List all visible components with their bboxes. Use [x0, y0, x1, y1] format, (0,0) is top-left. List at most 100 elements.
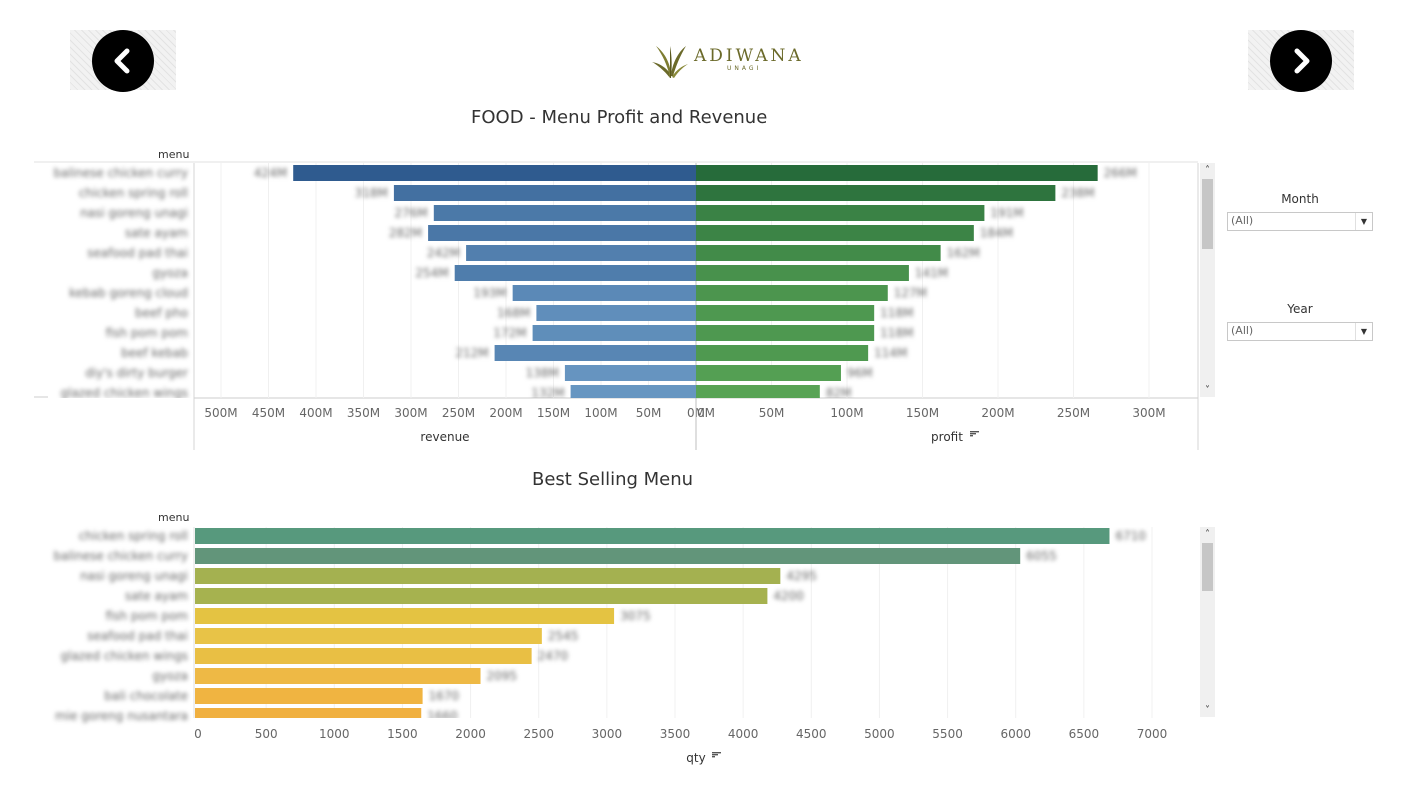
profit-bar[interactable]: [696, 345, 869, 361]
profit-bar[interactable]: [696, 285, 888, 301]
profit-bar[interactable]: [696, 385, 820, 401]
next-nav-area: [1248, 30, 1354, 92]
profit-bar[interactable]: [696, 245, 941, 261]
chart2-scroll-up-icon[interactable]: ˄: [1205, 528, 1210, 540]
qty-bar[interactable]: [195, 708, 422, 724]
revenue-bar[interactable]: [293, 165, 696, 181]
qty-data-label: 6055: [1026, 549, 1057, 563]
revenue-bar[interactable]: [428, 225, 696, 241]
revenue-tick-label: 400M: [299, 406, 332, 420]
profit-bar[interactable]: [696, 205, 985, 221]
profit-data-label: 82M: [826, 386, 852, 400]
profit-data-label: 162M: [947, 246, 980, 260]
qty-bar[interactable]: [195, 608, 615, 624]
qty-sort-icon: [712, 756, 715, 758]
prev-button[interactable]: [92, 30, 154, 92]
chart2-scrollbar[interactable]: ˄ ˅: [1200, 527, 1215, 717]
qty-tick-label: 2500: [523, 727, 554, 741]
revenue-data-label: 242M: [427, 246, 460, 260]
chart1-bars: balinese chicken curry 424M 266M chicken sp…: [54, 165, 1137, 401]
menu-row-label: chicken spring roll: [79, 529, 188, 543]
revenue-tick-label: 150M: [537, 406, 570, 420]
revenue-bar[interactable]: [433, 205, 696, 221]
qty-data-label: 2095: [487, 669, 518, 683]
menu-row-label: sate ayam: [125, 589, 188, 603]
profit-bar[interactable]: [696, 325, 875, 341]
qty-tick-label: 500: [255, 727, 278, 741]
menu-row-label: glazed chicken wings: [61, 649, 189, 663]
month-filter-label: Month: [1281, 192, 1319, 206]
qty-bar[interactable]: [195, 548, 1021, 564]
menu-row-label: nasi goreng unagi: [80, 569, 188, 583]
profit-bar[interactable]: [696, 365, 841, 381]
revenue-bar[interactable]: [466, 245, 696, 261]
qty-data-label: 4200: [773, 589, 804, 603]
menu-row-label: fish pom pom: [106, 326, 188, 340]
year-filter-value: (All): [1231, 324, 1254, 337]
revenue-data-label: 424M: [254, 166, 287, 180]
profit-data-label: 238M: [1061, 186, 1094, 200]
qty-bar[interactable]: [195, 688, 423, 704]
chart2-title: Best Selling Menu: [532, 469, 694, 490]
qty-data-label: 2470: [538, 649, 569, 663]
revenue-data-label: 138M: [526, 366, 559, 380]
next-button[interactable]: [1270, 30, 1332, 92]
chart1-scroll-down-icon[interactable]: ˅: [1205, 384, 1210, 396]
profit-bar[interactable]: [696, 185, 1056, 201]
qty-tick-label: 2000: [455, 727, 486, 741]
chart2-bars: 6710 6055 4295 4200 3075 2545 2470 2095 1670 1660: [195, 528, 1146, 724]
chart2-scroll-down-icon[interactable]: ˅: [1205, 704, 1210, 716]
qty-bar[interactable]: [195, 648, 532, 664]
profit-bar[interactable]: [696, 305, 875, 321]
month-filter-dropdown[interactable]: (All) ▼: [1227, 212, 1373, 231]
chart2-scroll-thumb[interactable]: [1202, 543, 1213, 591]
qty-sort-icon: [712, 754, 718, 756]
revenue-bar[interactable]: [494, 345, 696, 361]
chart1-scroll-up-icon[interactable]: ˄: [1205, 164, 1210, 176]
profit-data-label: 114M: [874, 346, 907, 360]
profit-data-label: 266M: [1104, 166, 1137, 180]
revenue-data-label: 193M: [473, 286, 506, 300]
year-dropdown-arrow-icon[interactable]: ▼: [1355, 323, 1372, 340]
profit-bar[interactable]: [696, 165, 1098, 181]
logo-brand-text: ADIWANA: [694, 46, 804, 66]
revenue-bar[interactable]: [393, 185, 696, 201]
profit-bar[interactable]: [696, 265, 909, 281]
qty-tick-label: 3500: [660, 727, 691, 741]
revenue-bar[interactable]: [532, 325, 696, 341]
revenue-bar[interactable]: [454, 265, 696, 281]
revenue-data-label: 132M: [531, 386, 564, 400]
menu-row-label: balinese chicken curry: [54, 549, 189, 563]
qty-tick-label: 7000: [1137, 727, 1168, 741]
logo-mark-icon: [652, 46, 688, 78]
profit-data-label: 191M: [990, 206, 1023, 220]
qty-bar[interactable]: [195, 588, 768, 604]
revenue-axis-title: revenue: [420, 430, 469, 444]
revenue-tick-label: 100M: [584, 406, 617, 420]
qty-tick-label: 0: [194, 727, 202, 741]
qty-bar[interactable]: [195, 668, 481, 684]
menu-row-label: sate ayam: [125, 226, 188, 240]
qty-data-label: 6710: [1115, 529, 1146, 543]
revenue-bar[interactable]: [536, 305, 696, 321]
profit-bar[interactable]: [696, 225, 974, 241]
profit-tick-label: 300M: [1132, 406, 1165, 420]
chart1-scrollbar[interactable]: ˄ ˅: [1200, 163, 1215, 397]
revenue-bar[interactable]: [570, 385, 696, 401]
prev-nav-area: [70, 30, 176, 92]
qty-bar[interactable]: [195, 568, 781, 584]
revenue-tick-label: 350M: [347, 406, 380, 420]
brand-logo: ADIWANA UNAGI: [650, 42, 801, 80]
revenue-bar[interactable]: [564, 365, 696, 381]
qty-data-label: 3075: [620, 609, 651, 623]
chart1-scroll-thumb[interactable]: [1202, 179, 1213, 249]
month-filter-value: (All): [1231, 214, 1254, 227]
qty-bar[interactable]: [195, 528, 1110, 544]
logo-sub-text: UNAGI: [727, 65, 762, 72]
year-filter-dropdown[interactable]: (All) ▼: [1227, 322, 1373, 341]
qty-bar[interactable]: [195, 628, 542, 644]
year-filter-label: Year: [1287, 302, 1313, 316]
month-dropdown-arrow-icon[interactable]: ▼: [1355, 213, 1372, 230]
revenue-bar[interactable]: [512, 285, 696, 301]
chart1-title: FOOD - Menu Profit and Revenue: [471, 107, 768, 128]
